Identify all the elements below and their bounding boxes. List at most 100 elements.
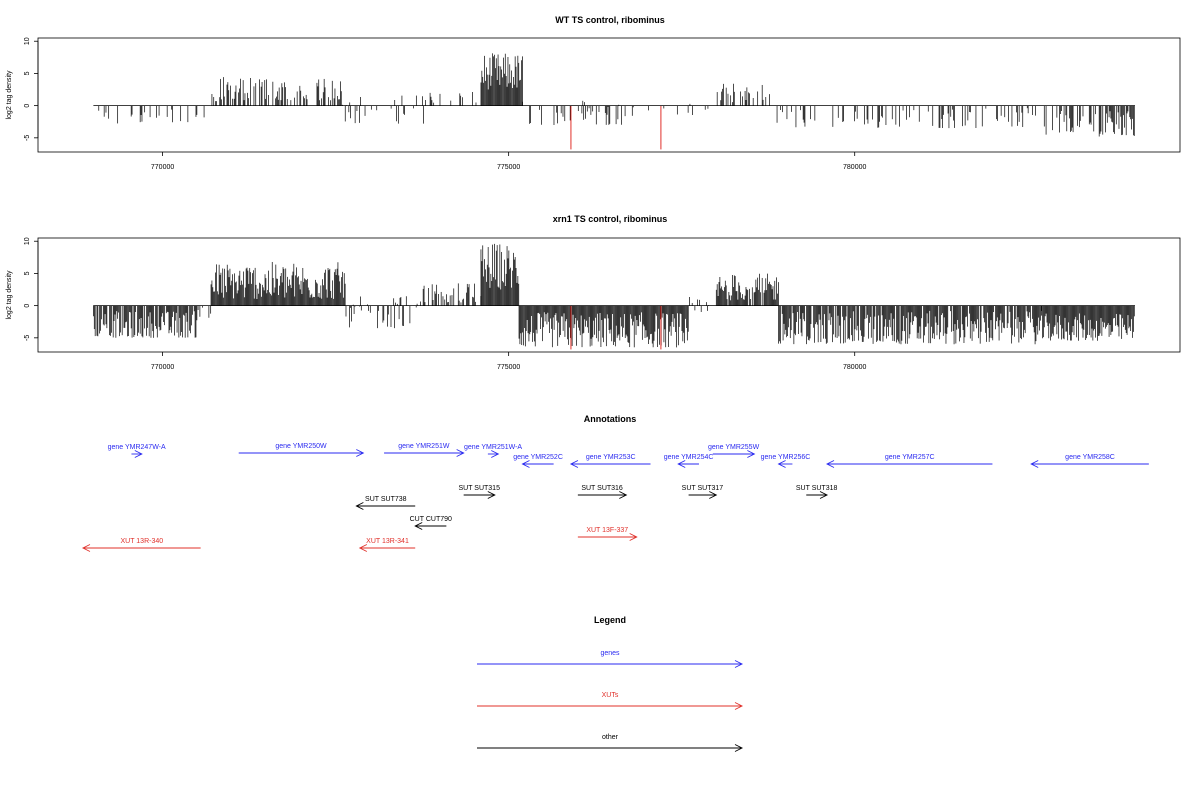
x-tick-label: 775000 [497, 364, 520, 371]
annotation-label: XUT 13R-340 [120, 538, 163, 545]
x-tick-label: 775000 [497, 164, 520, 171]
annotations-section: Annotations gene YMR247W-A gene YMR250W ge… [81, 414, 1149, 552]
annotation-arrow-head [1030, 460, 1039, 468]
annotation-label: gene YMR258C [1065, 454, 1115, 461]
annotation-label: gene YMR257C [885, 454, 935, 461]
legend-label: other [602, 734, 619, 741]
xrn1-plot-frame [37, 237, 1181, 353]
y-tick-label: 5 [24, 71, 31, 75]
annotation-label: gene YMR250W [275, 443, 327, 450]
annotation-arrow-head [81, 544, 91, 552]
annotation-item: gene YMR254C [664, 454, 714, 468]
annotation-label: gene YMR254C [664, 454, 714, 461]
annotation-item: SUT SUT318 [796, 485, 838, 499]
legend-label: genes [600, 650, 620, 657]
y-tick-label: -5 [24, 335, 31, 341]
legend-item: genes [477, 650, 744, 668]
annotation-arrow-head [491, 450, 500, 458]
annotation-label: CUT CUT790 [410, 516, 452, 523]
annotation-arrow-head [819, 491, 829, 499]
annotation-item: SUT SUT317 [682, 485, 724, 499]
y-tick-label: -5 [24, 135, 31, 141]
xrn1-bars [93, 243, 1135, 348]
annotation-item: gene YMR251W [384, 443, 465, 457]
annotation-item: XUT 13R-341 [358, 538, 416, 552]
annotation-arrow-head [619, 491, 628, 499]
annotation-arrow-head [358, 544, 368, 552]
legend-arrow-head [734, 660, 744, 668]
annotation-item: gene YMR251W-A [464, 444, 522, 458]
annotation-label: SUT SUT316 [581, 485, 623, 492]
annotation-label: SUT SUT317 [682, 485, 724, 492]
x-tick-label: 780000 [843, 164, 866, 171]
annotation-label: XUT 13F-337 [586, 527, 628, 534]
annotation-arrows: gene YMR247W-A gene YMR250W gene YMR251W ge… [81, 443, 1149, 552]
annotation-arrow-head [355, 502, 364, 510]
annotation-arrow-head [569, 460, 579, 468]
annotation-item: gene YMR255W [708, 444, 760, 458]
annotation-label: SUT SUT738 [365, 496, 407, 503]
xrn1-x-axis: 770000 775000 780000 [151, 352, 866, 371]
legend-title: Legend [594, 615, 626, 625]
wt-plot-frame [37, 37, 1181, 153]
annotation-arrow-head [709, 491, 718, 499]
annotation-arrow-head [777, 460, 786, 468]
annotation-arrow-head [134, 450, 143, 458]
legend-arrows: genes XUTs other [477, 650, 744, 752]
wt-highlight-lines [570, 105, 662, 150]
legend-item: other [477, 734, 744, 752]
annotation-item: SUT SUT315 [458, 485, 500, 499]
legend-arrow-head [734, 744, 744, 752]
x-tick-label: 770000 [151, 364, 174, 371]
annotation-item: XUT 13F-337 [577, 527, 638, 541]
legend-arrow-head [734, 702, 744, 710]
annotation-label: SUT SUT315 [458, 485, 500, 492]
annotation-label: XUT 13R-341 [366, 538, 409, 545]
annotation-label: gene YMR252C [513, 454, 563, 461]
legend-section: Legend genes XUTs other [477, 615, 744, 752]
legend-item: XUTs [477, 692, 744, 710]
annotation-item: CUT CUT790 [410, 516, 452, 530]
annotation-arrow-head [747, 450, 756, 458]
annotation-arrow-head [629, 533, 638, 541]
annotation-item: gene YMR257C [826, 454, 993, 468]
annotation-arrow-head [356, 449, 365, 457]
annotation-item: SUT SUT738 [355, 496, 416, 510]
annotation-label: SUT SUT318 [796, 485, 838, 492]
wt-y-axis: -5 0 5 10 [24, 37, 39, 141]
annotation-label: gene YMR251W [398, 443, 450, 450]
annotation-arrow-head [826, 460, 835, 468]
annotation-label: gene YMR256C [761, 454, 811, 461]
annotation-arrow-head [521, 460, 530, 468]
legend-label: XUTs [602, 692, 619, 699]
xrn1-panel-title: xrn1 TS control, ribominus [553, 214, 668, 224]
xrn1-y-axis-label: log2 tag density [6, 270, 13, 320]
y-tick-label: 10 [24, 237, 31, 245]
wt-bars [98, 53, 1135, 137]
annotations-title: Annotations [584, 414, 637, 424]
annotation-arrow-head [487, 491, 496, 499]
y-tick-label: 0 [24, 104, 31, 108]
y-tick-label: 10 [24, 37, 31, 45]
annotation-item: gene YMR250W [238, 443, 365, 457]
x-tick-label: 780000 [843, 364, 866, 371]
annotation-item: gene YMR253C [569, 454, 651, 468]
x-tick-label: 770000 [151, 164, 174, 171]
xrn1-panel: xrn1 TS control, ribominus -5 0 5 10 770000… [6, 214, 1181, 371]
y-tick-label: 5 [24, 271, 31, 275]
wt-panel-title: WT TS control, ribominus [555, 15, 665, 25]
annotation-label: gene YMR251W-A [464, 444, 522, 451]
wt-x-axis: 770000 775000 780000 [151, 152, 866, 171]
xrn1-y-axis: -5 0 5 10 [24, 237, 39, 341]
annotation-item: gene YMR252C [513, 454, 563, 468]
annotation-item: SUT SUT316 [577, 485, 628, 499]
annotation-arrow-head [677, 460, 686, 468]
annotation-item: XUT 13R-340 [81, 538, 201, 552]
annotation-label: gene YMR255W [708, 444, 760, 451]
wt-y-axis-label: log2 tag density [6, 70, 13, 120]
annotation-label: gene YMR253C [586, 454, 636, 461]
annotation-item: gene YMR258C [1030, 454, 1149, 468]
annotation-arrow-head [456, 449, 465, 457]
